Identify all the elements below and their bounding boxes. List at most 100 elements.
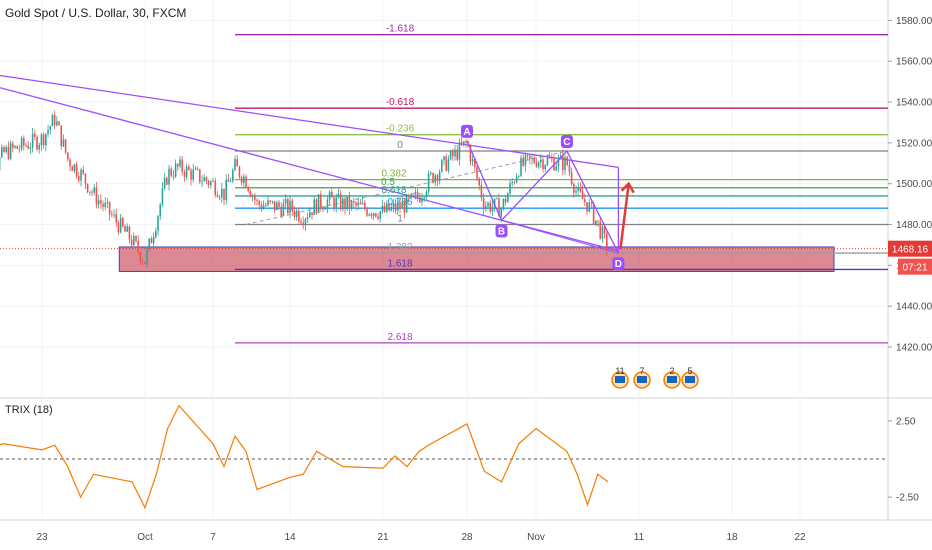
candle-body xyxy=(434,175,437,183)
time-tick-label: 22 xyxy=(794,532,806,543)
candle-body xyxy=(102,203,104,208)
chart-title[interactable]: Gold Spot / U.S. Dollar, 30, FXCM xyxy=(5,6,186,20)
fib-level-label: -0.618 xyxy=(386,97,415,108)
candle-body xyxy=(238,166,241,177)
candle-body xyxy=(335,197,338,209)
candle-body xyxy=(203,177,206,182)
projection-arrow-head[interactable] xyxy=(620,181,635,194)
upper-trendline[interactable] xyxy=(0,74,619,169)
candle-body xyxy=(254,195,256,200)
candle-body xyxy=(458,142,461,160)
candle-body xyxy=(78,176,80,181)
candle-body xyxy=(381,205,384,212)
candle-body xyxy=(601,226,604,239)
harmonic-pattern-path[interactable] xyxy=(466,140,619,254)
candle-body xyxy=(172,175,175,177)
candle-body xyxy=(573,183,575,193)
candle-body xyxy=(372,213,375,217)
candle-body xyxy=(564,157,566,171)
candle-body xyxy=(225,179,228,200)
candle-body xyxy=(201,181,203,183)
candle-body xyxy=(375,213,377,217)
candle-body xyxy=(141,261,144,263)
pattern-point-marker[interactable] xyxy=(612,257,625,271)
trix-pane[interactable] xyxy=(0,404,888,510)
harmonic-pattern-bd-line[interactable] xyxy=(501,219,619,254)
price-tick-label: 1420.00 xyxy=(896,342,932,353)
candle-body xyxy=(568,165,571,173)
candle-body xyxy=(368,214,371,216)
pattern-point-marker[interactable] xyxy=(495,224,508,238)
candle-body xyxy=(537,162,540,167)
candles-layer xyxy=(0,110,608,268)
candle-body xyxy=(86,183,89,193)
candle-body xyxy=(284,199,287,204)
price-tick-label: 1440.00 xyxy=(896,302,932,313)
candle-body xyxy=(188,166,190,171)
candle-body xyxy=(9,143,12,159)
candle-body xyxy=(518,176,520,177)
time-tick-label: 28 xyxy=(461,532,473,543)
candle-body xyxy=(606,233,608,251)
candle-body xyxy=(293,211,296,217)
trix-indicator-title[interactable]: TRIX (18) xyxy=(5,404,53,416)
candle-body xyxy=(207,181,210,186)
candle-body xyxy=(155,230,157,238)
candle-body xyxy=(282,203,285,216)
candle-body xyxy=(317,194,320,214)
trix-series-line[interactable] xyxy=(0,404,609,510)
candle-body xyxy=(493,198,496,207)
candle-body xyxy=(25,145,27,147)
candle-body xyxy=(271,201,274,203)
candle-body xyxy=(62,139,65,147)
candle-body xyxy=(196,168,199,170)
candle-body xyxy=(359,202,362,205)
candle-body xyxy=(247,187,250,192)
candle-body xyxy=(53,114,56,126)
candle-body xyxy=(190,170,192,180)
candle-body xyxy=(45,133,47,146)
candle-body xyxy=(410,193,412,198)
time-tick-label: Oct xyxy=(137,532,153,543)
candle-body xyxy=(273,201,276,211)
candle-body xyxy=(443,156,445,161)
fib-level-label: 1.382 xyxy=(387,242,412,253)
candle-body xyxy=(447,159,450,171)
candle-body xyxy=(326,199,329,209)
pattern-point-label: C xyxy=(563,137,570,148)
candle-body xyxy=(139,252,142,262)
candle-body xyxy=(425,191,428,198)
candle-body xyxy=(502,198,505,209)
harmonic-pattern-layer[interactable]: A B C D xyxy=(461,124,635,271)
fibonacci-layer[interactable]: -1.618-0.618-0.23600.3820.50.6180.78611.… xyxy=(235,24,888,344)
time-tick-label: 21 xyxy=(377,532,389,543)
pattern-point-marker[interactable] xyxy=(560,135,573,149)
candle-body xyxy=(482,197,485,210)
candle-body xyxy=(260,205,263,210)
candle-body xyxy=(445,156,448,171)
candle-body xyxy=(128,226,131,240)
events-layer[interactable]: 11 7 2 5 xyxy=(611,366,699,389)
candle-body xyxy=(113,214,115,216)
current-price-tag[interactable] xyxy=(888,240,932,257)
candle-body xyxy=(115,214,118,223)
price-tick-label: 1480.00 xyxy=(896,220,932,231)
candle-body xyxy=(27,145,30,149)
candle-body xyxy=(366,209,368,216)
fib-level-label: 0.618 xyxy=(381,185,406,196)
candle-body xyxy=(144,262,146,265)
pattern-point-marker[interactable] xyxy=(461,124,473,138)
candle-body xyxy=(251,195,254,197)
candle-body xyxy=(218,196,221,198)
candle-body xyxy=(73,164,76,171)
candle-body xyxy=(586,202,588,212)
projection-dashed-line[interactable] xyxy=(245,150,568,226)
candle-body xyxy=(306,217,309,220)
candle-body xyxy=(507,193,509,203)
candle-body xyxy=(240,176,243,183)
projection-arrow-shaft[interactable] xyxy=(619,183,630,250)
candle-body xyxy=(405,195,408,213)
